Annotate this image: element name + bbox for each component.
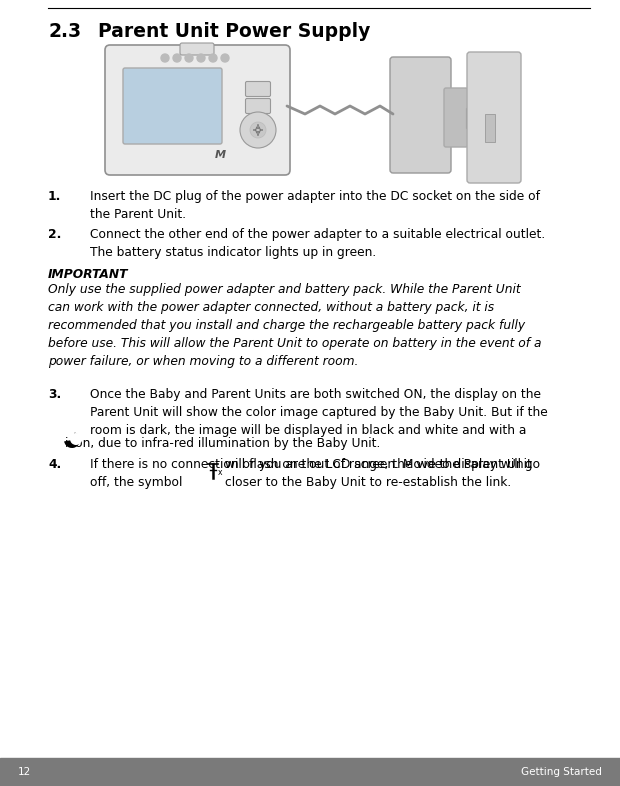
Circle shape — [197, 54, 205, 62]
Text: M: M — [215, 150, 226, 160]
FancyBboxPatch shape — [444, 88, 468, 147]
Text: will flash on the LCD screen. Move the Parent Unit
closer to the Baby Unit to re: will flash on the LCD screen. Move the P… — [225, 458, 532, 489]
Text: Only use the supplied power adapter and battery pack. While the Parent Unit
can : Only use the supplied power adapter and … — [48, 283, 541, 368]
Circle shape — [173, 54, 181, 62]
FancyBboxPatch shape — [246, 82, 270, 97]
Bar — [0, 758, 620, 786]
Circle shape — [209, 54, 217, 62]
Text: Insert the DC plug of the power adapter into the DC socket on the side of
the Pa: Insert the DC plug of the power adapter … — [90, 190, 540, 221]
Circle shape — [161, 54, 169, 62]
Text: 3.: 3. — [48, 388, 61, 401]
Circle shape — [221, 54, 229, 62]
Text: 2.: 2. — [48, 228, 61, 241]
Text: Getting Started: Getting Started — [521, 767, 602, 777]
Text: 12: 12 — [18, 767, 31, 777]
FancyBboxPatch shape — [180, 43, 214, 55]
Text: 4.: 4. — [48, 458, 61, 471]
Circle shape — [185, 54, 193, 62]
FancyBboxPatch shape — [467, 52, 521, 183]
FancyBboxPatch shape — [105, 45, 290, 175]
Text: Connect the other end of the power adapter to a suitable electrical outlet.
The : Connect the other end of the power adapt… — [90, 228, 545, 259]
FancyBboxPatch shape — [246, 98, 270, 113]
FancyBboxPatch shape — [123, 68, 222, 144]
Circle shape — [240, 112, 276, 148]
Text: If there is no connection or you are out of range, the video display will go
off: If there is no connection or you are out… — [90, 458, 540, 489]
Text: x: x — [218, 468, 223, 477]
Circle shape — [250, 122, 266, 138]
Text: icon, due to infra-red illumination by the Baby Unit.: icon, due to infra-red illumination by t… — [65, 437, 381, 450]
Text: 1.: 1. — [48, 190, 61, 203]
Text: Parent Unit Power Supply: Parent Unit Power Supply — [98, 22, 370, 41]
Bar — [466, 108, 473, 128]
Text: Once the Baby and Parent Units are both switched ON, the display on the
Parent U: Once the Baby and Parent Units are both … — [90, 388, 547, 437]
Text: IMPORTANT: IMPORTANT — [48, 268, 128, 281]
Circle shape — [70, 433, 82, 445]
Bar — [485, 114, 495, 142]
Wedge shape — [64, 432, 80, 448]
FancyBboxPatch shape — [390, 57, 451, 173]
Text: 2.3: 2.3 — [48, 22, 81, 41]
